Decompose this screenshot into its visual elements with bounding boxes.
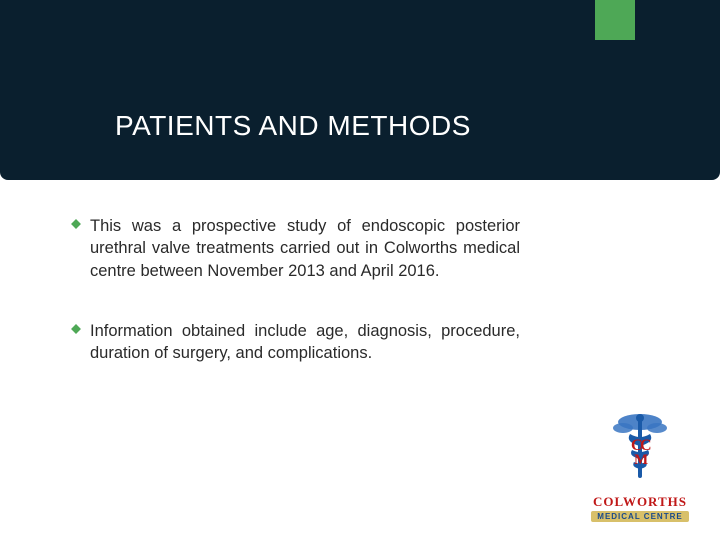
bullet-item: Information obtained include age, diagno… xyxy=(70,320,520,365)
header-block: PATIENTS AND METHODS xyxy=(0,0,720,180)
slide: PATIENTS AND METHODS This was a prospect… xyxy=(0,0,720,540)
bullet-text: Information obtained include age, diagno… xyxy=(90,320,520,365)
svg-text:M: M xyxy=(634,452,648,468)
content-area: This was a prospective study of endoscop… xyxy=(70,215,520,402)
logo-name: COLWORTHS xyxy=(593,494,687,510)
bullet-text: This was a prospective study of endoscop… xyxy=(90,215,520,282)
logo: C C M COLWORTHS MEDICAL CENTRE xyxy=(580,412,700,522)
logo-subtitle: MEDICAL CENTRE xyxy=(591,511,688,522)
accent-notch xyxy=(595,0,635,40)
bullet-item: This was a prospective study of endoscop… xyxy=(70,215,520,282)
caduceus-icon: C C M xyxy=(605,412,675,492)
slide-title: PATIENTS AND METHODS xyxy=(115,110,471,142)
diamond-bullet-icon xyxy=(70,218,82,230)
diamond-bullet-icon xyxy=(70,323,82,335)
